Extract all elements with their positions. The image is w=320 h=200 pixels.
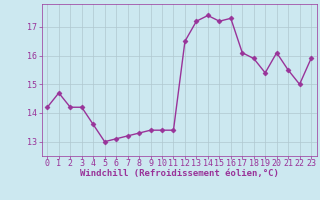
X-axis label: Windchill (Refroidissement éolien,°C): Windchill (Refroidissement éolien,°C)	[80, 169, 279, 178]
